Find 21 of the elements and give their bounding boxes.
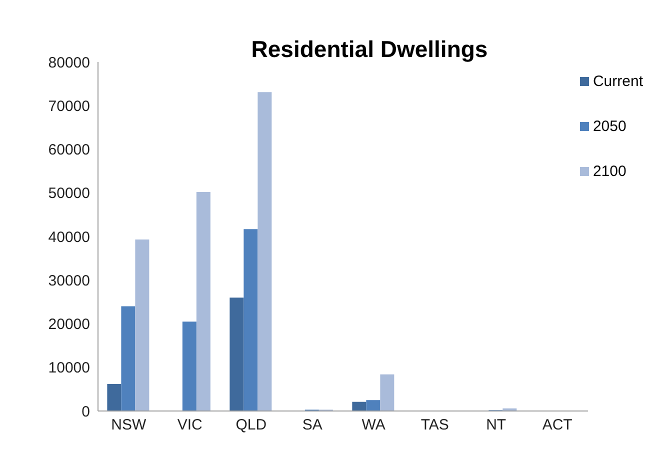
x-tick-label: NT	[486, 416, 506, 434]
y-tick-label: 10000	[48, 360, 90, 377]
legend-label: Current	[592, 73, 643, 90]
y-tick-label: 70000	[48, 98, 90, 115]
y-tick-label: 0	[82, 403, 90, 420]
x-tick-label: ACT	[542, 416, 572, 434]
x-tick-label: VIC	[177, 416, 203, 434]
y-tick-label: 60000	[48, 142, 90, 159]
x-tick-label: SA	[302, 416, 322, 434]
y-tick-label: 30000	[48, 272, 90, 290]
y-tick-label: 50000	[48, 185, 90, 202]
chart-title: Residential Dwellings	[251, 36, 488, 62]
x-tick-label: TAS	[420, 416, 449, 434]
y-tick-label: 20000	[48, 316, 90, 334]
y-tick-label: 80000	[48, 54, 90, 72]
x-tick-label: NSW	[111, 416, 147, 434]
x-tick-label: WA	[362, 416, 386, 434]
legend-label: 2100	[592, 163, 626, 180]
x-tick-label: QLD	[236, 416, 267, 434]
y-tick-label: 40000	[48, 228, 90, 246]
legend-label: 2050	[592, 118, 626, 135]
